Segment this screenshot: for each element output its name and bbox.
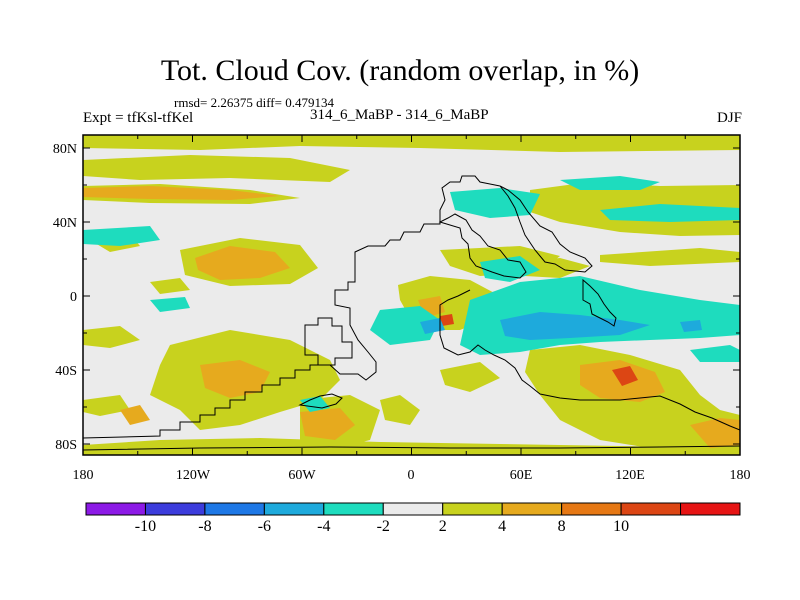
x-tick-label: 120W: [176, 468, 211, 483]
x-tick-label: 180: [730, 468, 751, 483]
x-tick-label: 60W: [288, 468, 316, 483]
axis-ticks: [82, 135, 741, 455]
antarctic-peninsula-outline: [298, 393, 343, 409]
map-panel: [83, 135, 740, 455]
colorbar-label: 2: [439, 518, 447, 535]
rmsd-diff-stats: rmsd= 2.26375 diff= 0.479134: [174, 95, 334, 110]
x-axis-labels: 180 120W 60W 0 60E 120E 180: [73, 468, 751, 483]
colorbar-swatch: [323, 502, 384, 516]
y-tick-label: 40N: [53, 216, 77, 231]
atlantic-outline: [83, 445, 740, 451]
x-tick-label: 0: [408, 468, 415, 483]
colorbar-swatch: [144, 502, 206, 516]
season-label: DJF: [716, 110, 742, 126]
americas-coastline: [83, 175, 501, 439]
coastlines: [83, 175, 740, 451]
colorbar-label: 10: [613, 518, 629, 535]
y-tick-label: 0: [70, 290, 77, 305]
y-axis-labels: 80N 40N 0 40S 80S: [53, 142, 77, 453]
negative-anomaly-4-6: [420, 312, 702, 340]
plot-title: Tot. Cloud Cov. (random overlap, in %): [160, 54, 640, 87]
colorbar-label: -10: [135, 518, 156, 535]
colorbar-swatch: [263, 502, 325, 516]
positive-anomaly-2-4: [83, 135, 740, 455]
arabia-india-outline: [582, 278, 617, 327]
colorbar: [85, 502, 741, 516]
y-tick-label: 80S: [55, 438, 77, 453]
colorbar-label: 4: [498, 518, 506, 535]
colorbar-swatch: [442, 502, 503, 516]
colorbar-swatch: [561, 502, 622, 516]
colorbar-swatch: [85, 502, 146, 516]
colorbar-label: -4: [317, 518, 330, 535]
eurasia-africa-coastline: [438, 185, 740, 431]
colorbar-label: -6: [258, 518, 271, 535]
colorbar-swatch: [620, 502, 682, 516]
y-tick-label: 80N: [53, 142, 77, 157]
x-tick-label: 180: [73, 468, 94, 483]
colorbar-swatch: [501, 502, 563, 516]
positive-anomaly-8-10: [440, 314, 638, 386]
colorbar-label: 8: [558, 518, 566, 535]
comparison-label: 314_6_MaBP - 314_6_MaBP: [310, 107, 489, 123]
colorbar-label: -2: [377, 518, 390, 535]
colorbar-labels: -10 -8 -6 -4 -2 2 4 8 10: [135, 518, 629, 535]
colorbar-swatch: [382, 502, 444, 516]
positive-anomaly-4-8: [83, 186, 740, 448]
y-tick-label: 40S: [55, 364, 77, 379]
experiment-label: Expt = tfKsl-tfKel: [83, 110, 194, 126]
colorbar-swatch: [680, 502, 741, 516]
x-tick-label: 120E: [615, 468, 645, 483]
colorbar-label: -8: [198, 518, 211, 535]
colorbar-swatch: [204, 502, 265, 516]
x-tick-label: 60E: [510, 468, 533, 483]
